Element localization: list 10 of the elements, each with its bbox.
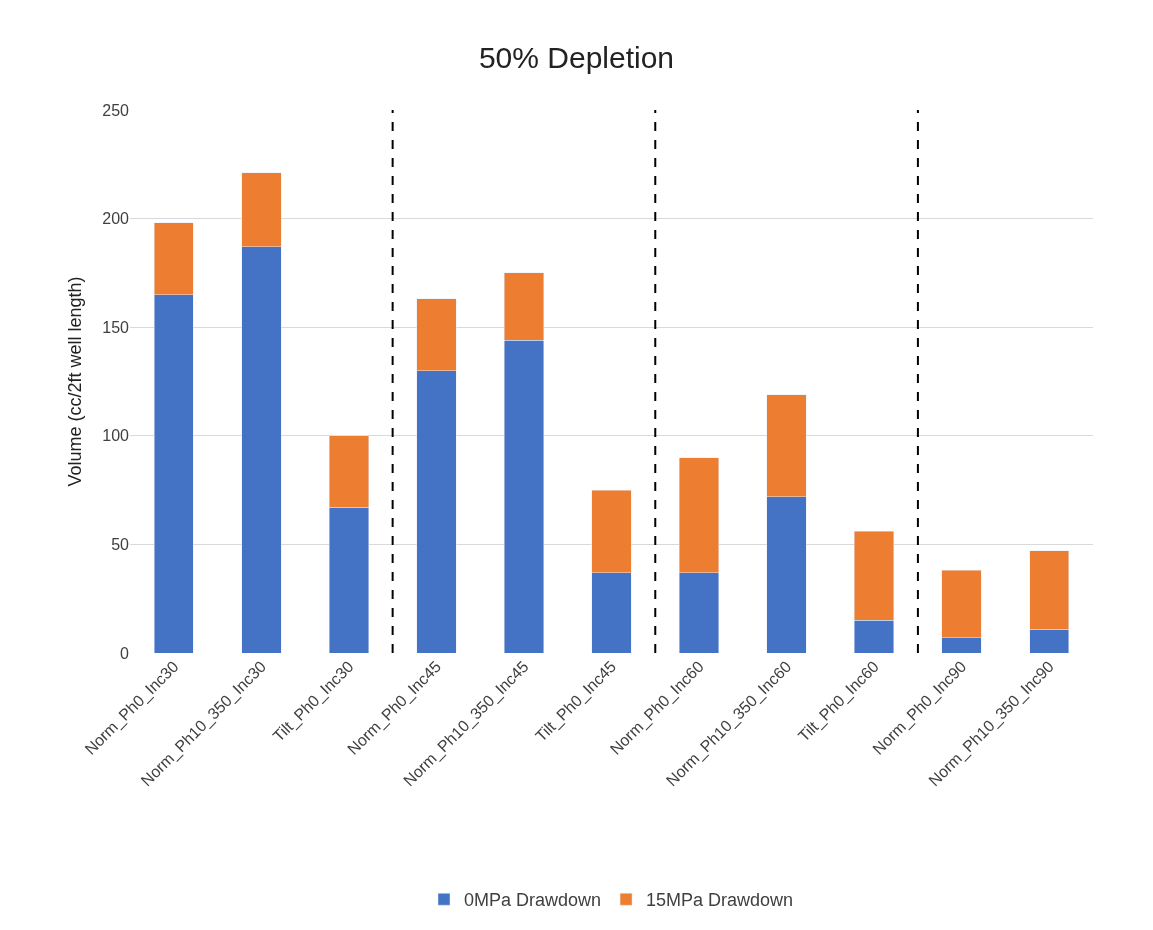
y-tick-label: 200: [102, 210, 130, 228]
y-tick-label: 250: [102, 101, 130, 119]
chart-title: 50% Depletion: [478, 40, 675, 74]
y-tick-label: 150: [102, 318, 130, 336]
y-tick-label: 100: [102, 427, 130, 445]
legend-label: 15MPa Drawdown: [646, 890, 794, 911]
legend-label: 0MPa Drawdown: [464, 890, 602, 911]
y-tick-label: 50: [111, 536, 130, 553]
y-tick-label: 0: [120, 644, 130, 662]
y-axis-title: Volume (cc/2ft well length): [65, 276, 86, 487]
